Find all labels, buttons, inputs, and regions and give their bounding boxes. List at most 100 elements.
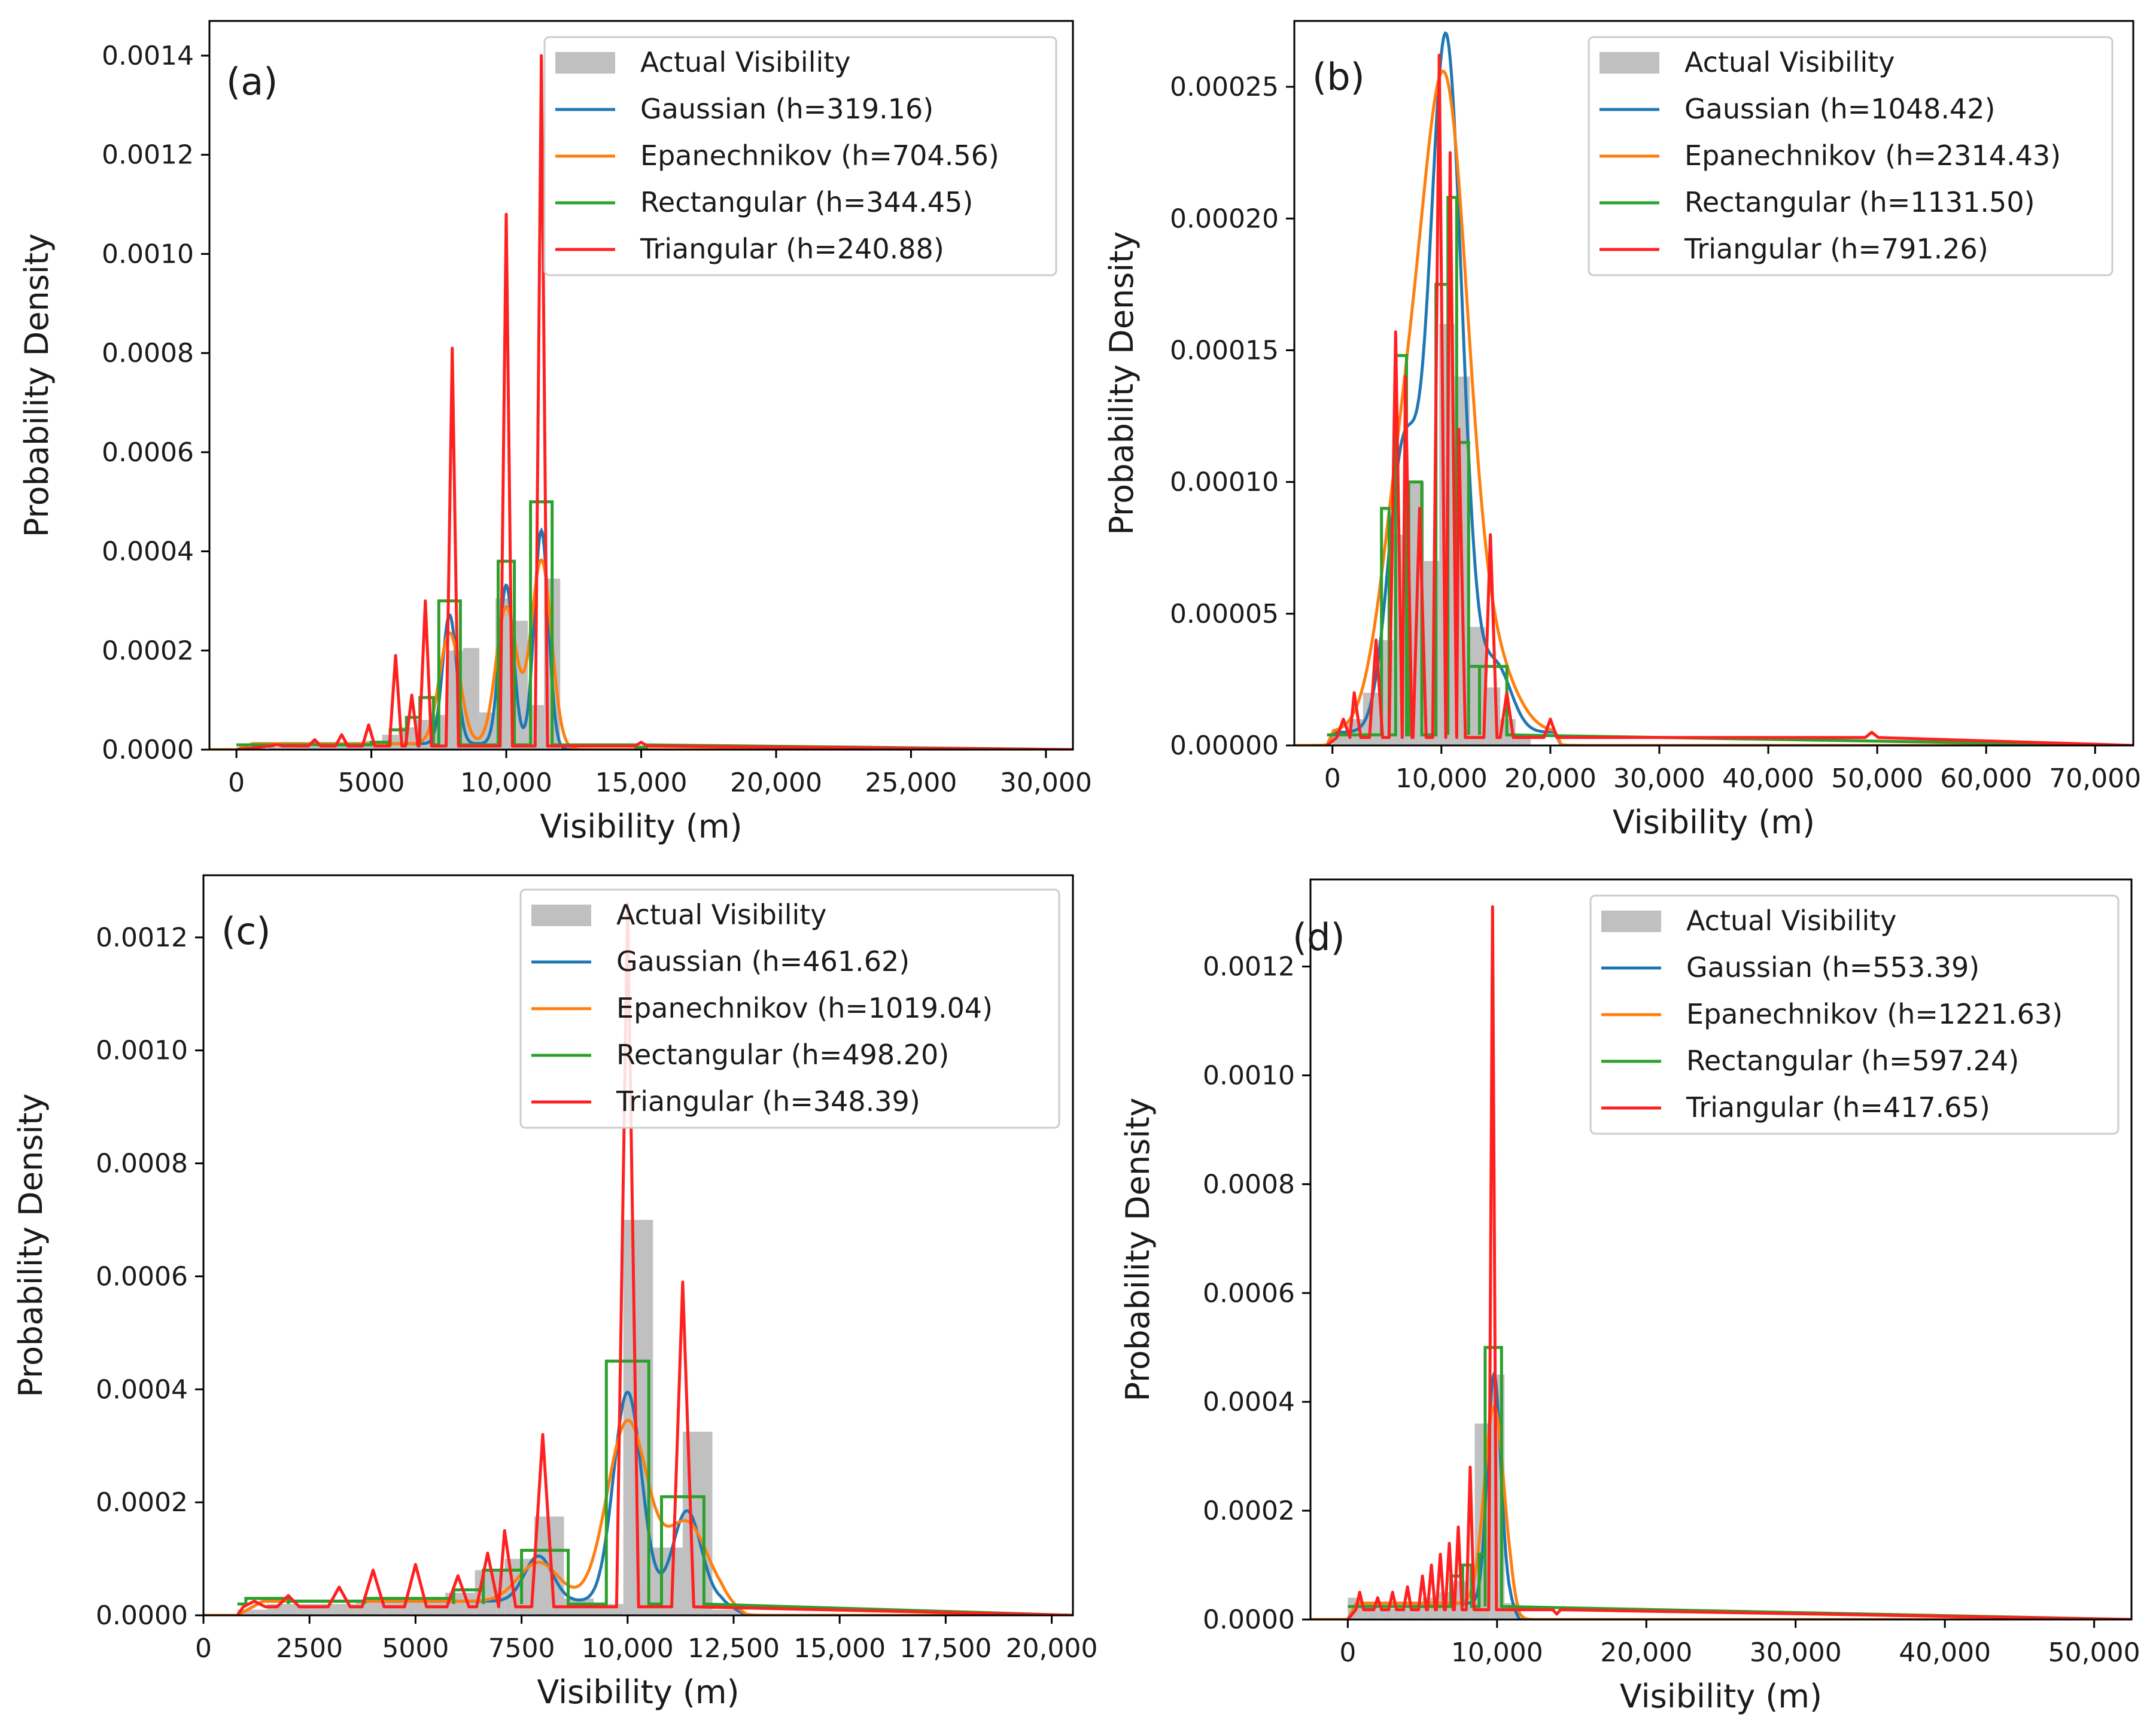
x-tick-label: 7500 xyxy=(488,1633,555,1664)
epanechnikov-curve xyxy=(1294,69,2133,745)
y-tick-label: 0.0010 xyxy=(102,239,194,269)
x-tick-label: 15,000 xyxy=(793,1633,886,1664)
y-tick-label: 0.0012 xyxy=(96,923,188,953)
legend-label: Epanechnikov (h=1019.04) xyxy=(616,992,993,1024)
y-tick-label: 0.0014 xyxy=(102,41,194,71)
x-tick-label: 50,000 xyxy=(1831,763,1923,794)
legend-label: Actual Visibility xyxy=(1686,905,1897,937)
plot-area xyxy=(1294,31,2133,745)
x-tick-label: 30,000 xyxy=(1613,763,1705,794)
panel-label: (c) xyxy=(221,909,270,953)
y-axis-label: Probability Density xyxy=(1119,1098,1157,1402)
epanechnikov-curve xyxy=(209,558,1073,750)
y-tick-label: 0.0008 xyxy=(1203,1169,1295,1200)
triangular-curve xyxy=(1346,905,2131,1620)
hist-bar xyxy=(1470,626,1485,745)
y-tick-label: 0.00010 xyxy=(1170,467,1279,498)
hist-bar xyxy=(333,744,350,750)
y-tick-label: 0.0010 xyxy=(1203,1060,1295,1091)
axes-frame xyxy=(1309,878,2133,1621)
legend: Actual Visibility Gaussian (h=319.16) Epan… xyxy=(543,36,1057,276)
legend-hist-swatch xyxy=(555,52,615,74)
legend-box xyxy=(543,36,1057,276)
x-tick-label: 50,000 xyxy=(2048,1637,2140,1668)
y-tick-label: 0.0002 xyxy=(1203,1496,1295,1526)
y-tick-label: 0.0000 xyxy=(1203,1605,1295,1635)
legend-box xyxy=(1589,894,2119,1135)
y-tick-label: 0.0004 xyxy=(1203,1387,1295,1417)
y-tick-label: 0.0006 xyxy=(96,1261,188,1292)
gaussian-curve xyxy=(1294,31,2133,745)
hist-bar xyxy=(1515,737,1531,745)
x-tick-label: 40,000 xyxy=(1722,763,1814,794)
legend-label: Rectangular (h=498.20) xyxy=(616,1039,949,1071)
y-tick-label: 0.0008 xyxy=(96,1149,188,1179)
x-tick-label: 10,000 xyxy=(582,1633,674,1664)
gaussian-curve xyxy=(209,527,1073,750)
legend-label: Epanechnikov (h=1221.63) xyxy=(1686,998,2063,1030)
legend-label: Actual Visibility xyxy=(640,46,851,78)
x-tick-label: 20,000 xyxy=(730,768,822,798)
x-tick-label: 0 xyxy=(1339,1637,1356,1668)
legend-hist-swatch xyxy=(531,905,591,926)
legend: Actual Visibility Gaussian (h=553.39) Epan… xyxy=(1589,894,2119,1135)
x-tick-label: 0 xyxy=(228,768,245,798)
legend-hist-swatch xyxy=(1601,911,1661,932)
panel-label: (d) xyxy=(1293,915,1345,959)
y-tick-label: 0.0012 xyxy=(102,140,194,171)
legend-label: Epanechnikov (h=2314.43) xyxy=(1684,139,2061,172)
legend-hist-swatch xyxy=(1599,52,1659,74)
x-tick-label: 2500 xyxy=(276,1633,343,1664)
x-axis-label: Visibility (m) xyxy=(540,808,742,845)
x-axis-label: Visibility (m) xyxy=(1620,1678,1822,1715)
y-tick-label: 0.00005 xyxy=(1170,599,1279,629)
x-tick-label: 30,000 xyxy=(1750,1637,1842,1668)
y-tick-label: 0.00000 xyxy=(1170,730,1279,761)
panel-label: (a) xyxy=(226,60,278,104)
y-axis-label: Probability Density xyxy=(12,1094,50,1398)
axes-frame xyxy=(1293,20,2134,747)
rectangular-curve xyxy=(236,500,1073,750)
legend-box xyxy=(519,888,1060,1129)
hist-bar xyxy=(285,747,302,750)
y-tick-label: 0.0004 xyxy=(96,1374,188,1405)
y-axis-label: Probability Density xyxy=(1103,232,1141,535)
hist-bar xyxy=(269,747,285,750)
legend: Actual Visibility Gaussian (h=461.62) Epan… xyxy=(519,888,1060,1129)
triangular-curve xyxy=(236,902,1073,1615)
legend-label: Actual Visibility xyxy=(1684,46,1895,78)
x-tick-label: 12,500 xyxy=(688,1633,780,1664)
y-tick-label: 0.0006 xyxy=(1203,1278,1295,1308)
hist-bar xyxy=(712,1609,743,1615)
plot-area xyxy=(1310,905,2131,1620)
x-tick-label: 70,000 xyxy=(2049,763,2141,794)
panel-c: 0 2500 5000 7500 10,000 12,500 15,000 17,500 20,… xyxy=(12,874,1098,1711)
legend-label: Gaussian (h=553.39) xyxy=(1686,951,1979,984)
x-tick-label: 15,000 xyxy=(595,768,688,798)
hist-bar xyxy=(682,1432,713,1615)
x-tick-label: 10,000 xyxy=(460,768,552,798)
panel-d: 0 10,000 20,000 30,000 40,000 50,000 0.0000 0.0… xyxy=(1119,878,2140,1715)
hist-bar xyxy=(1377,1608,1393,1620)
x-tick-label: 20,000 xyxy=(1504,763,1597,794)
panel-b: 0 10,000 20,000 30,000 40,000 50,000 60,000 70,… xyxy=(1103,20,2141,841)
y-tick-label: 0.0000 xyxy=(96,1600,188,1631)
y-tick-label: 0.0000 xyxy=(102,735,194,765)
y-tick-label: 0.0002 xyxy=(102,635,194,666)
legend-label: Rectangular (h=597.24) xyxy=(1686,1045,2019,1077)
hist-bar xyxy=(317,745,334,750)
rectangular-curve xyxy=(1348,1346,2131,1620)
x-tick-label: 0 xyxy=(1324,763,1341,794)
hist-bar xyxy=(301,747,318,750)
legend-label: Triangular (h=240.88) xyxy=(640,233,944,265)
x-tick-label: 20,000 xyxy=(1600,1637,1692,1668)
y-tick-label: 0.0004 xyxy=(102,537,194,567)
legend-label: Epanechnikov (h=704.56) xyxy=(640,139,999,172)
legend-box xyxy=(1588,36,2114,276)
legend-label: Triangular (h=348.39) xyxy=(616,1085,920,1118)
panel-a: 0 5000 10,000 15,000 20,000 25,000 30,000 0.000… xyxy=(18,20,1092,845)
x-tick-label: 20,000 xyxy=(1006,1633,1098,1664)
x-tick-label: 30,000 xyxy=(1000,768,1092,798)
legend: Actual Visibility Gaussian (h=1048.42) Epa… xyxy=(1588,36,2114,276)
legend-label: Gaussian (h=461.62) xyxy=(616,945,910,978)
